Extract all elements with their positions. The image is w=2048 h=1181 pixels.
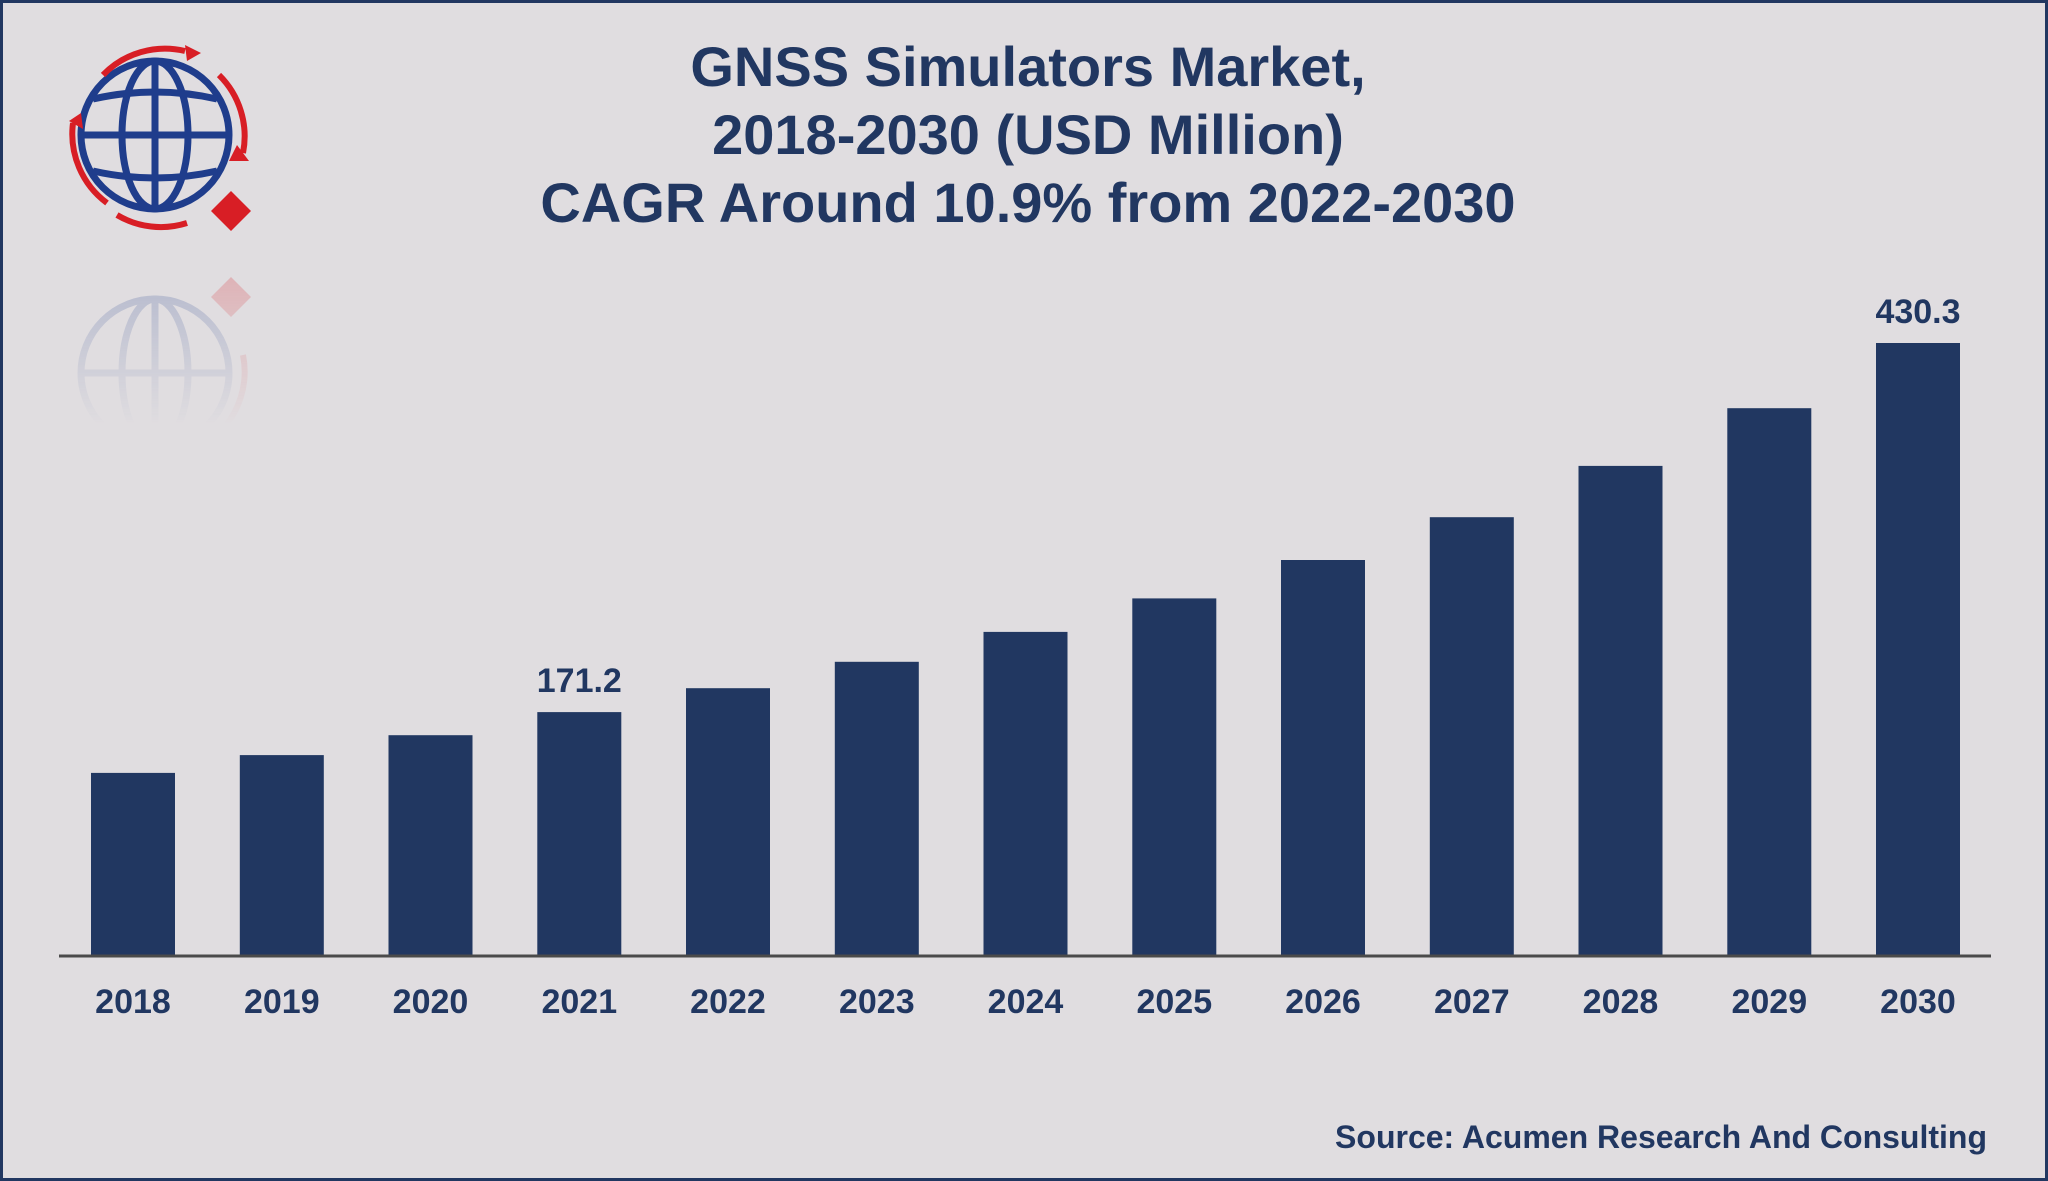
data-labels-group: 171.2 430.3 [537,293,1961,700]
bar-2019 [239,755,324,956]
x-tick-label-2030: 2030 [1880,983,1956,1021]
x-tick-label-2018: 2018 [95,983,171,1021]
data-label-2030: 430.3 [1875,293,1960,331]
bar-2028 [1578,465,1663,956]
title-line-2: 2018-2030 (USD Million) [712,103,1344,166]
source-note: Source: Acumen Research And Consulting [1335,1119,1987,1155]
bar-2022 [686,688,770,956]
title-line-1: GNSS Simulators Market, [690,35,1366,98]
bar-2018 [91,772,175,956]
bar-2024 [983,631,1068,956]
title-line-3: CAGR Around 10.9% from 2022-2030 [540,171,1516,234]
bar-2029 [1727,408,1812,956]
x-tick-label-2019: 2019 [244,983,320,1021]
bar-2030 [1876,343,1960,956]
bar-2027 [1429,517,1514,956]
bars-group [91,343,1960,956]
x-tick-label-2022: 2022 [690,983,766,1021]
x-tick-label-2023: 2023 [839,983,915,1021]
bar-2021 [537,712,622,956]
bar-2025 [1132,598,1217,956]
logo-reflection-icon [77,277,251,425]
x-tick-label-2028: 2028 [1583,983,1659,1021]
x-tick-label-2020: 2020 [393,983,469,1021]
x-tick-label-2021: 2021 [541,983,617,1021]
x-tick-label-2024: 2024 [988,983,1064,1021]
globe-logo-icon [69,45,251,231]
x-tick-label-2026: 2026 [1285,983,1361,1021]
data-label-2021: 171.2 [537,662,622,700]
bar-2020 [388,735,473,956]
bar-2026 [1281,560,1365,956]
bar-2023 [834,661,919,956]
x-tick-labels-group: 2018 2019 2020 2021 2022 2023 2024 2025 2026 2027… [95,983,1956,1021]
x-tick-label-2025: 2025 [1136,983,1212,1021]
x-tick-label-2029: 2029 [1731,983,1807,1021]
x-tick-label-2027: 2027 [1434,983,1510,1021]
chart-title: GNSS Simulators Market, 2018-2030 (USD M… [383,33,1673,237]
